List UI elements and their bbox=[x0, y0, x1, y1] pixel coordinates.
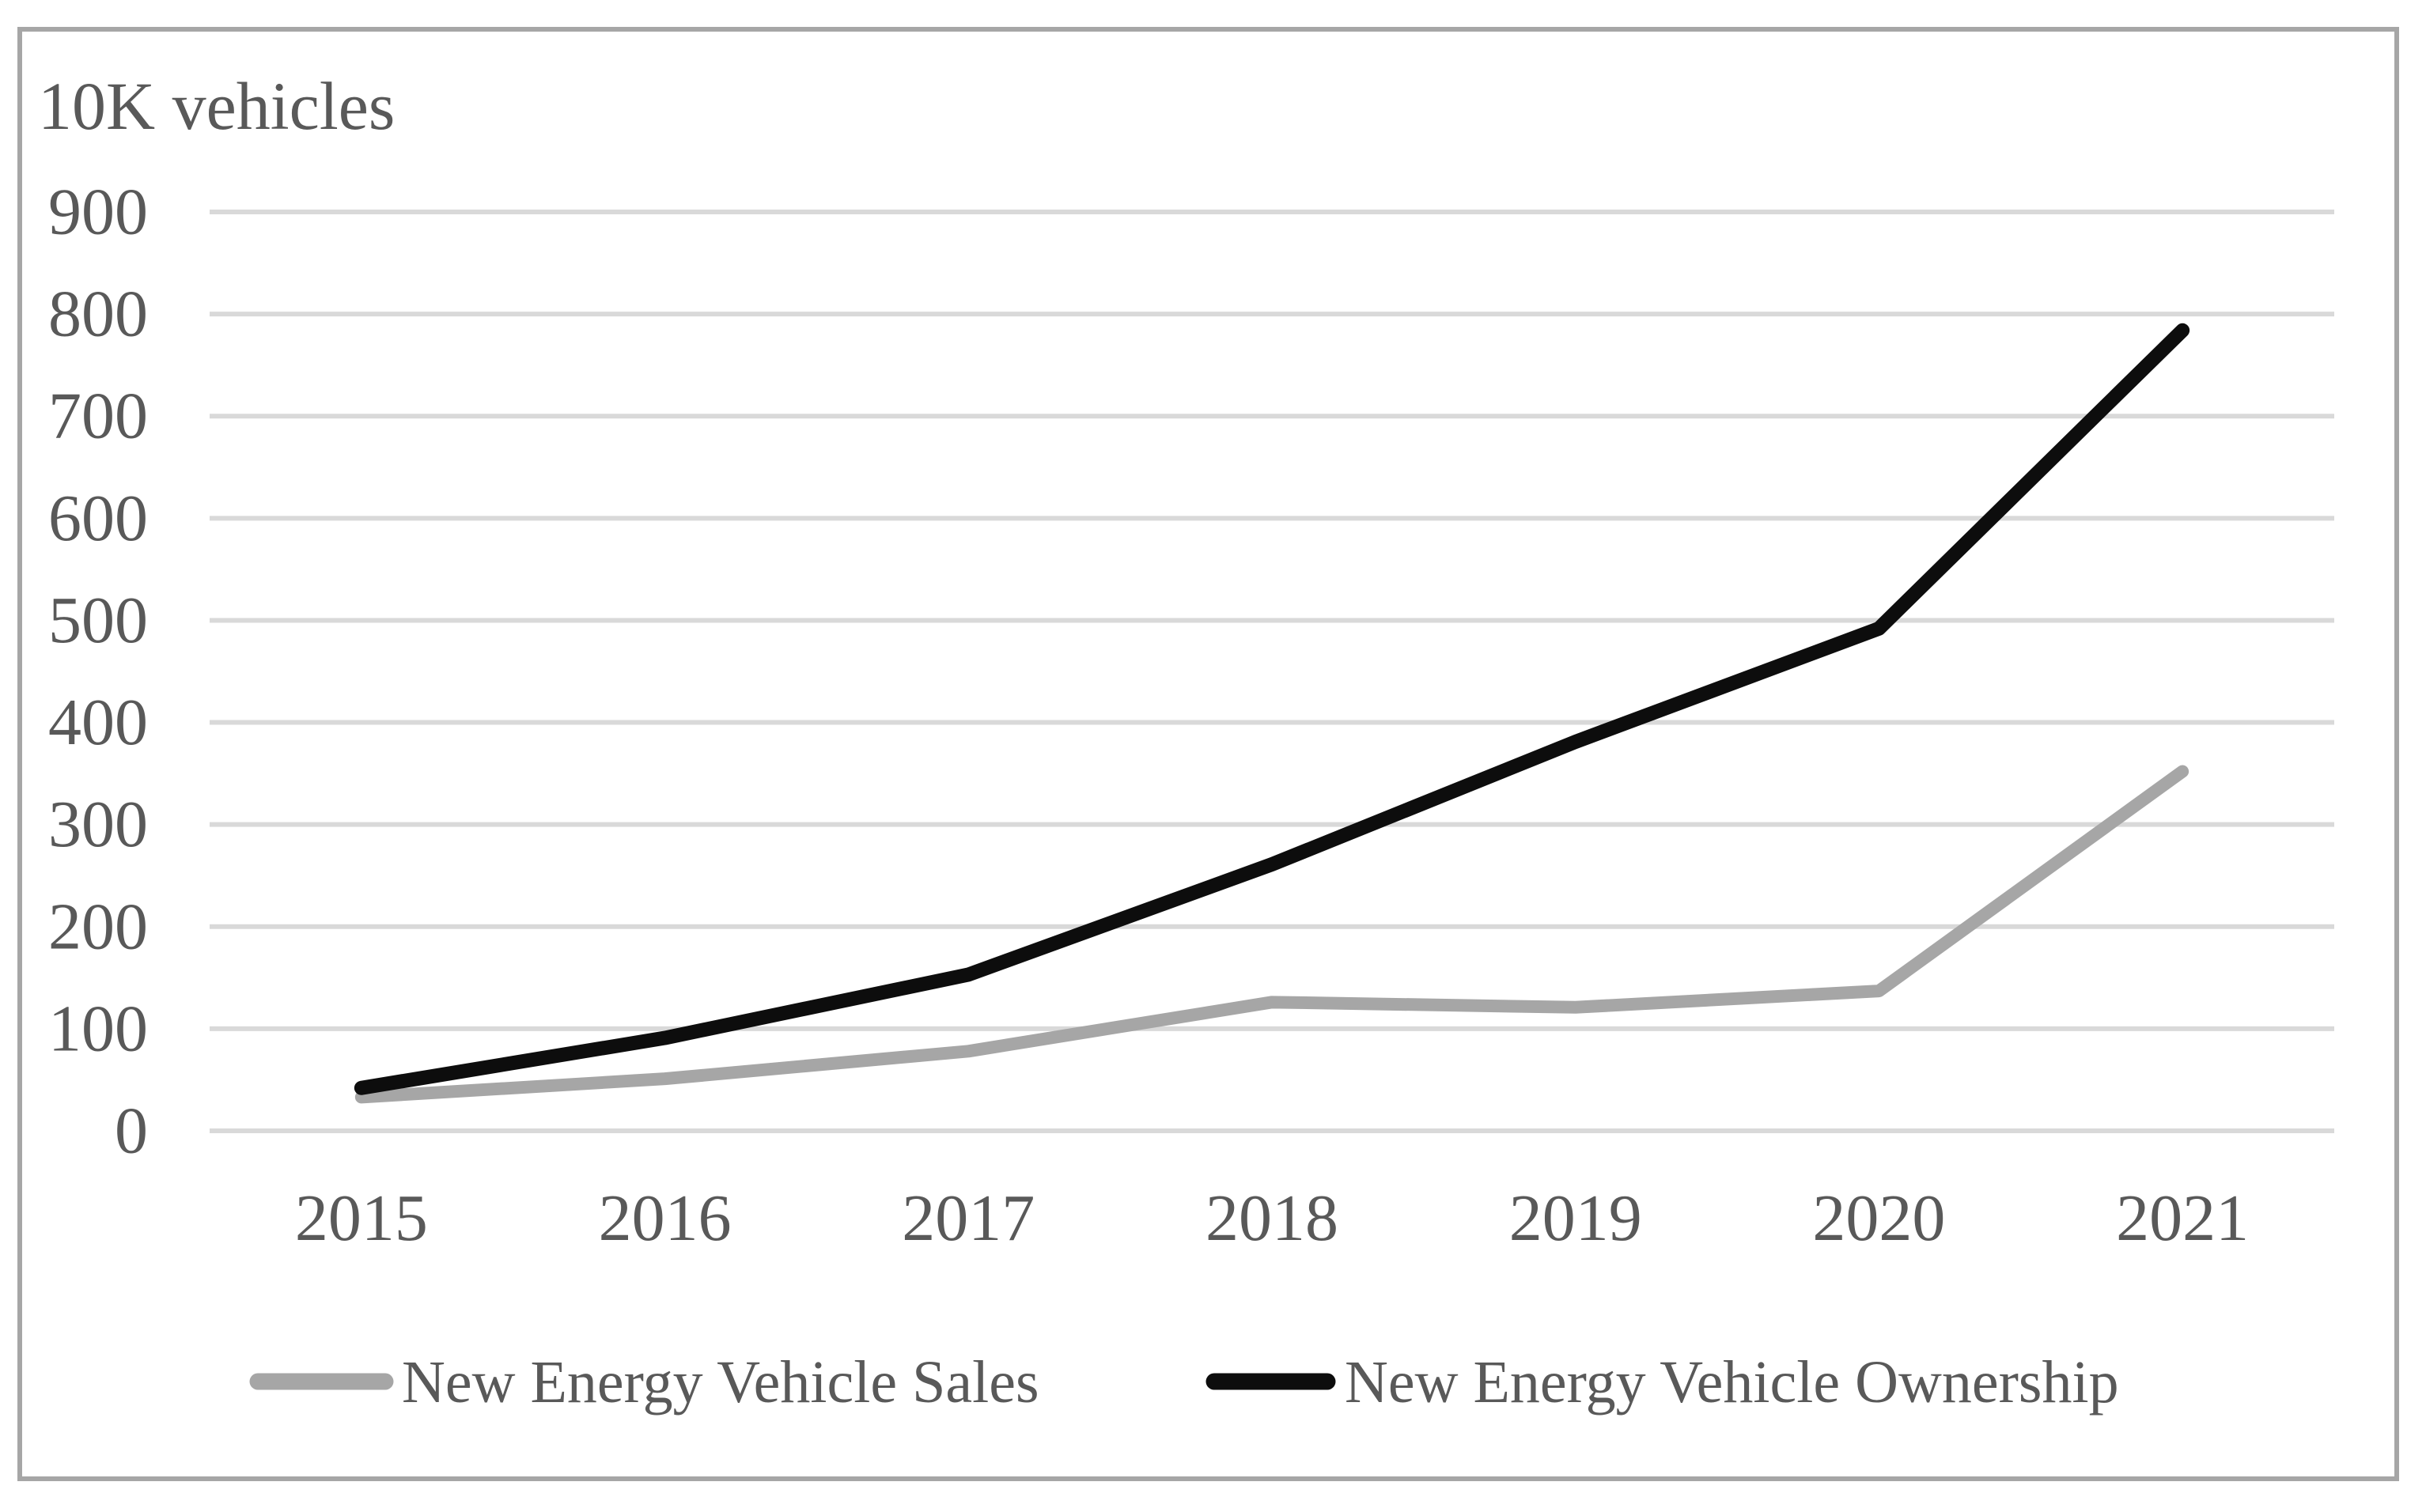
x-axis-labels: 2015 2016 2017 2018 2019 2020 2021 bbox=[295, 1181, 2249, 1255]
y-axis-tick-label: 400 bbox=[48, 686, 148, 759]
y-axis-tick-label: 700 bbox=[48, 380, 148, 453]
x-axis-tick-label: 2015 bbox=[295, 1181, 428, 1255]
series-line-sales bbox=[354, 765, 2189, 1104]
axis-unit-label: 10K vehicles bbox=[38, 68, 395, 144]
y-axis-tick-label: 200 bbox=[48, 890, 148, 963]
y-axis-tick-label: 500 bbox=[48, 584, 148, 657]
legend-label-sales: New Energy Vehicle Sales bbox=[402, 1349, 1039, 1416]
y-axis-tick-label: 800 bbox=[48, 278, 148, 351]
series-lines bbox=[354, 323, 2190, 1104]
y-axis-tick-label: 100 bbox=[48, 992, 148, 1065]
x-axis-tick-label: 2021 bbox=[2116, 1181, 2249, 1255]
x-axis-tick-label: 2018 bbox=[1205, 1181, 1338, 1255]
x-axis-tick-label: 2017 bbox=[902, 1181, 1035, 1255]
chart-border bbox=[17, 27, 2399, 1481]
series-line-ownership bbox=[354, 323, 2190, 1095]
y-axis-tick-label: 900 bbox=[48, 176, 148, 249]
gridlines bbox=[210, 210, 2334, 1133]
y-axis-tick-label: 600 bbox=[48, 482, 148, 555]
y-axis-tick-label: 0 bbox=[115, 1094, 148, 1168]
y-axis-tick-label: 300 bbox=[48, 788, 148, 861]
legend: New Energy Vehicle Sales New Energy Vehi… bbox=[249, 1349, 2119, 1416]
x-axis-tick-label: 2016 bbox=[599, 1181, 732, 1255]
legend-label-ownership: New Energy Vehicle Ownership bbox=[1345, 1349, 2119, 1416]
y-axis-labels: 0 100 200 300 400 500 600 700 800 900 bbox=[48, 176, 148, 1168]
x-axis-tick-label: 2019 bbox=[1509, 1181, 1642, 1255]
x-axis-tick-label: 2020 bbox=[1812, 1181, 1945, 1255]
